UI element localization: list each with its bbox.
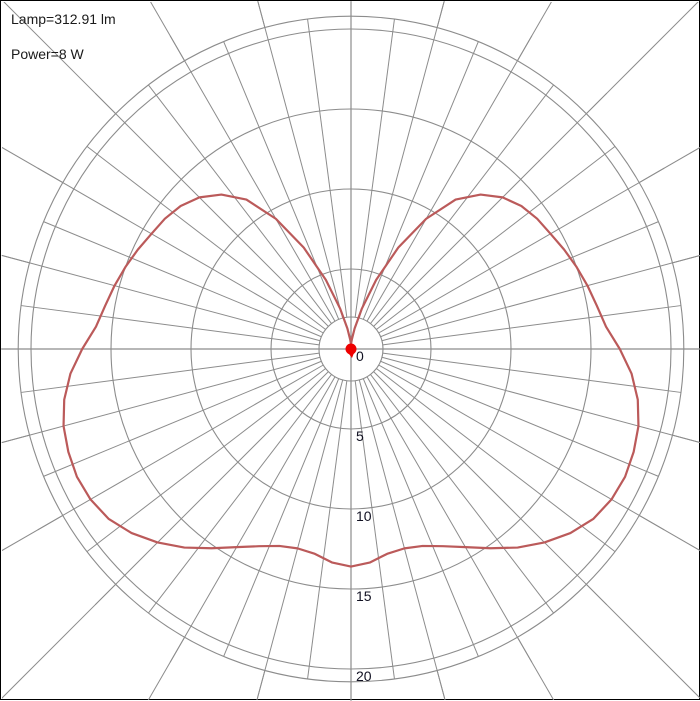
- intensity-curve: [62, 193, 640, 568]
- radial-tick-label: 20: [356, 668, 372, 684]
- radial-tick-label: 5: [356, 428, 364, 444]
- radial-tick-label: 15: [356, 588, 372, 604]
- radial-tick-label: 10: [356, 508, 372, 524]
- lamp-power-annotation: Power=8 W: [11, 46, 84, 62]
- radial-tick-label: 0: [356, 348, 364, 364]
- radial-tick-labels: 0 5 10 15 20: [356, 348, 372, 684]
- origin-marker: [345, 343, 357, 358]
- lamp-flux-annotation: Lamp=312.91 lm: [11, 11, 116, 27]
